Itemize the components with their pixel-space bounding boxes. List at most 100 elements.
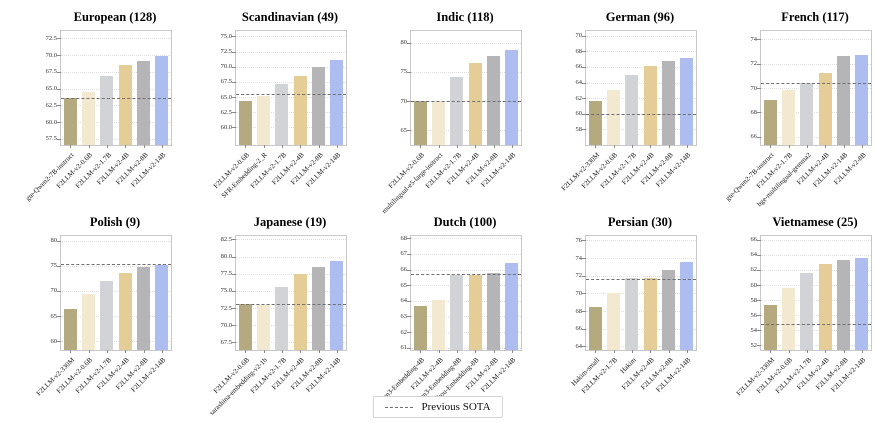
subplot: French (117) 66 68 70 72 74 gte-Qwen2-7B-instr… — [700, 0, 875, 208]
y-tick-label: 72.5 — [45, 34, 57, 42]
x-tick-mark — [245, 350, 247, 353]
y-tick-label: 66 — [575, 325, 583, 333]
sota-line — [236, 303, 346, 305]
bar — [293, 274, 307, 350]
gridline — [586, 311, 696, 313]
gridline — [411, 285, 521, 287]
bar — [818, 263, 832, 350]
y-tick-mark — [757, 39, 761, 41]
gridline — [586, 346, 696, 348]
bar — [155, 55, 169, 145]
x-tick-mark — [595, 145, 597, 148]
y-tick-mark — [582, 346, 586, 348]
y-tick-label: 64 — [400, 297, 408, 305]
y-tick-mark — [582, 311, 586, 313]
gridline — [236, 308, 346, 310]
gridline — [586, 129, 696, 131]
y-tick-label: 62 — [750, 266, 758, 274]
bar — [487, 55, 500, 145]
y-tick-mark — [232, 308, 236, 310]
y-tick-mark — [407, 71, 411, 73]
x-tick-mark — [511, 350, 513, 353]
bar — [837, 260, 850, 350]
bar — [625, 278, 639, 350]
gridline — [586, 293, 696, 295]
plot-area: 61 62 63 64 65 66 67 68 Qwen3-Embedding-4B F2LLM-… — [374, 235, 522, 408]
y-tick-mark — [57, 240, 61, 242]
gridline — [236, 273, 346, 275]
y-tick-label: 65 — [400, 126, 408, 134]
sota-line — [411, 101, 521, 103]
y-tick-label: 64 — [750, 251, 758, 259]
subplot: Polish (9) 60 65 70 75 80 F2LLM-v2-330M F2LLM-v… — [0, 205, 175, 410]
gridline — [236, 81, 346, 83]
x-tick-mark — [511, 145, 513, 148]
x-tick-mark — [686, 350, 688, 353]
y-tick-mark — [407, 285, 411, 287]
y-tick-label: 75 — [400, 68, 408, 76]
gridline — [761, 345, 871, 347]
y-tick-label: 67.5 — [220, 78, 232, 86]
bar — [855, 55, 869, 145]
y-tick-label: 65 — [50, 312, 58, 320]
x-tick-mark — [125, 350, 127, 353]
y-tick-label: 76 — [575, 236, 583, 244]
x-tick-mark — [825, 145, 827, 148]
x-tick-mark — [420, 350, 422, 353]
x-tick-mark — [806, 350, 808, 353]
y-tick-label: 67 — [400, 250, 408, 258]
y-tick-mark — [757, 136, 761, 138]
y-tick-label: 75.0 — [220, 32, 232, 40]
y-tick-label: 58 — [750, 296, 758, 304]
bar — [312, 66, 325, 145]
y-tick-mark — [582, 82, 586, 84]
y-tick-label: 74 — [575, 254, 583, 262]
x-tick-mark — [613, 350, 615, 353]
x-tick-mark — [88, 350, 90, 353]
plot-area: 65 70 75 80 F2LLM-v2-0.6B multilingual-e5-lar… — [380, 30, 522, 215]
y-tick-label: 80.0 — [220, 253, 232, 261]
x-tick-mark — [161, 350, 163, 353]
gridline — [761, 315, 871, 317]
y-tick-mark — [232, 127, 236, 129]
gridline — [761, 330, 871, 332]
y-tick-label: 61 — [400, 344, 408, 352]
x-tick-mark — [475, 145, 477, 148]
bar — [450, 76, 464, 145]
bar — [312, 266, 325, 350]
y-tick-mark — [757, 315, 761, 317]
y-tick-mark — [407, 101, 411, 103]
gridline — [411, 316, 521, 318]
y-tick-label: 75 — [50, 262, 58, 270]
y-tick-label: 60 — [50, 337, 58, 345]
y-tick-mark — [757, 330, 761, 332]
y-tick-mark — [757, 269, 761, 271]
sota-line — [586, 279, 696, 281]
x-tick-mark — [88, 145, 90, 148]
gridline — [411, 347, 521, 349]
x-tick-mark — [668, 350, 670, 353]
x-tick-mark — [843, 145, 845, 148]
x-tick-mark — [143, 145, 145, 148]
x-tick-mark — [456, 350, 458, 353]
subplot: Dutch (100) 61 62 63 64 65 66 67 68 Qwen3-Embeddi… — [350, 205, 525, 410]
x-tick-mark — [456, 145, 458, 148]
bar — [63, 308, 77, 350]
bar — [450, 275, 464, 350]
gridline — [761, 300, 871, 302]
y-tick-label: 66 — [750, 236, 758, 244]
y-tick-mark — [582, 275, 586, 277]
y-tick-mark — [407, 316, 411, 318]
gridline — [761, 63, 871, 65]
bar — [63, 98, 77, 145]
gridline — [236, 256, 346, 258]
bar — [413, 101, 427, 145]
sota-line — [411, 274, 521, 276]
y-tick-mark — [57, 71, 61, 73]
gridline — [586, 82, 696, 84]
plot-area: 52 54 56 58 60 62 64 66 F2LLM-v2-330M F2LLM-v2-0.… — [734, 235, 872, 397]
gridline — [761, 112, 871, 114]
gridline — [761, 269, 871, 271]
bar — [487, 272, 500, 350]
x-tick-mark — [125, 145, 127, 148]
